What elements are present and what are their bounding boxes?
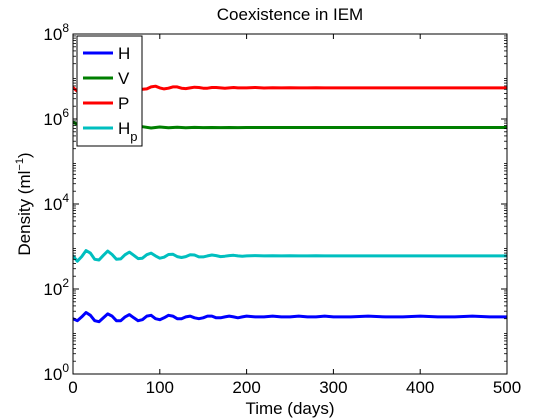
chart-title: Coexistence in IEM — [217, 5, 363, 24]
y-tick-label: 104 — [43, 191, 69, 214]
y-axis-label-main: Density (ml — [15, 171, 34, 256]
legend-label-name: H — [118, 44, 130, 63]
series-line-0 — [73, 311, 507, 324]
legend-label-subscript: p — [130, 129, 137, 144]
x-tick-label: 500 — [493, 378, 521, 397]
y-tick-label: 102 — [43, 276, 69, 299]
y-tick-base: 10 — [43, 110, 62, 129]
x-tick-label: 0 — [68, 378, 77, 397]
series-line-3 — [73, 249, 507, 263]
legend-label-name: H — [118, 119, 130, 138]
y-tick-exponent: 0 — [62, 361, 69, 375]
y-tick-base: 10 — [43, 195, 62, 214]
y-tick-base: 10 — [43, 280, 62, 299]
y-tick-label: 106 — [43, 106, 69, 129]
y-tick-base: 10 — [43, 365, 62, 384]
legend-label-2: P — [118, 94, 129, 113]
legend-label-name: P — [118, 94, 129, 113]
y-tick-label: 108 — [43, 21, 69, 44]
y-tick-exponent: 2 — [62, 276, 69, 290]
y-tick-exponent: 8 — [62, 21, 69, 35]
x-axis-label: Time (days) — [245, 399, 334, 418]
legend-label-3: Hp — [118, 119, 138, 144]
legend-label-name: V — [118, 69, 130, 88]
y-axis-label-exponent: −1 — [14, 158, 26, 171]
y-tick-exponent: 6 — [62, 106, 69, 120]
x-tick-label: 100 — [146, 378, 174, 397]
y-tick-exponent: 4 — [62, 191, 69, 205]
x-tick-label: 200 — [232, 378, 260, 397]
y-tick-base: 10 — [43, 25, 62, 44]
y-axis-label-close: ) — [15, 152, 34, 158]
legend-label-1: V — [118, 69, 130, 88]
x-axis-ticks: 0 100 200 300 400 500 — [68, 34, 521, 397]
y-tick-label: 100 — [43, 361, 69, 384]
x-tick-label: 300 — [319, 378, 347, 397]
legend-label-0: H — [118, 44, 130, 63]
x-tick-label: 400 — [406, 378, 434, 397]
y-axis-label: Density (ml−1) — [14, 152, 34, 255]
